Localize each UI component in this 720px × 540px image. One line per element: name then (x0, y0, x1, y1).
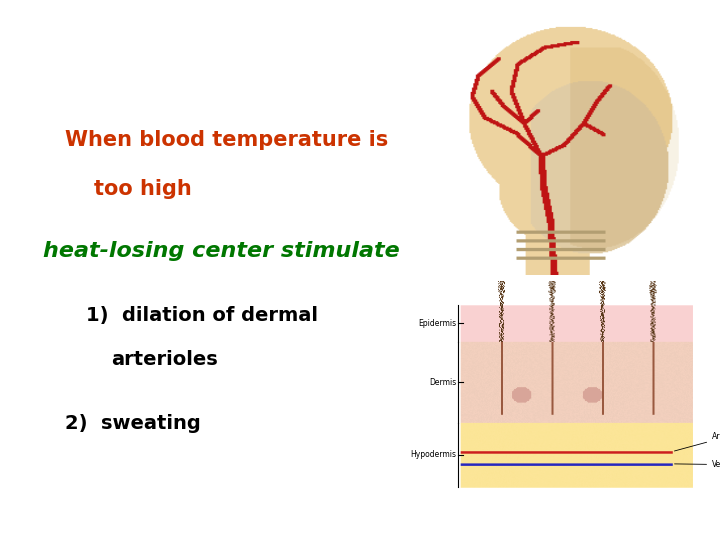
Text: Dermis: Dermis (429, 377, 456, 387)
Text: heat-losing center stimulates: heat-losing center stimulates (43, 241, 413, 261)
Text: 2)  sweating: 2) sweating (65, 414, 201, 434)
Text: arterioles: arterioles (112, 349, 218, 369)
Text: 1)  dilation of dermal: 1) dilation of dermal (86, 306, 318, 326)
Text: too high: too high (94, 179, 192, 199)
Text: Hypodermis: Hypodermis (410, 450, 456, 460)
Text: Arteriole: Arteriole (675, 432, 720, 451)
Text: Epidermis: Epidermis (418, 319, 456, 328)
Text: Venule: Venule (675, 460, 720, 469)
Text: When blood temperature is: When blood temperature is (65, 130, 388, 151)
